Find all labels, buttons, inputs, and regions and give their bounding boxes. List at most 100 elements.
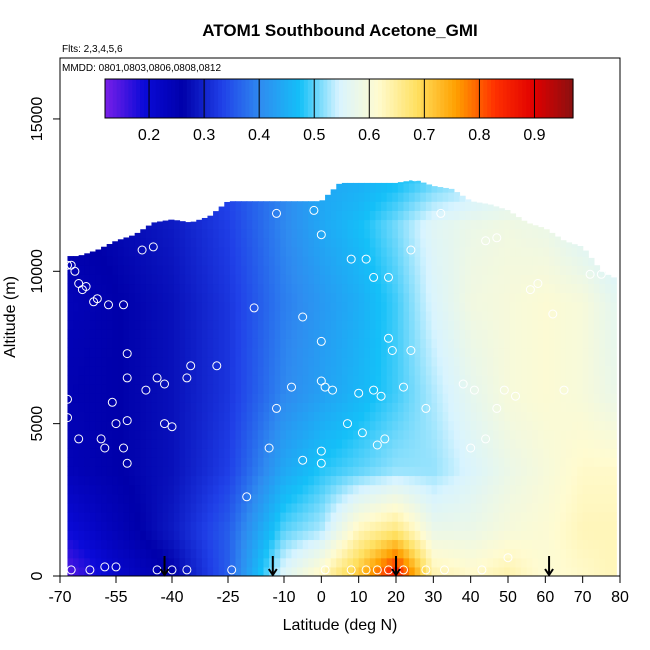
heatmap-cell — [78, 393, 85, 403]
heatmap-cell — [386, 475, 393, 486]
heatmap-cell — [157, 466, 164, 477]
heatmap-cell — [347, 493, 354, 504]
colorbar-swatch — [436, 79, 441, 118]
heatmap-cell — [190, 402, 197, 413]
heatmap-cell — [257, 283, 265, 294]
heatmap-cell — [420, 374, 427, 385]
heatmap-cell — [336, 420, 343, 431]
heatmap-cell — [347, 548, 354, 559]
heatmap-cell — [537, 466, 545, 477]
heatmap-cell — [157, 475, 164, 486]
flight-point — [346, 565, 356, 575]
heatmap-cell — [397, 475, 405, 486]
colorbar-swatch — [206, 79, 211, 118]
heatmap-cell — [470, 429, 477, 440]
heatmap-cell — [481, 530, 489, 541]
heatmap-cell — [78, 512, 85, 522]
heatmap-cell — [67, 393, 74, 403]
heatmap-cell — [504, 521, 511, 531]
heatmap-cell — [325, 512, 332, 522]
heatmap-cell — [549, 237, 556, 248]
heatmap-cell — [593, 338, 601, 349]
heatmap-cell — [112, 484, 119, 495]
heatmap-cell — [201, 566, 209, 576]
heatmap-cell — [291, 402, 298, 413]
heatmap-cell — [560, 320, 567, 330]
heatmap-cell — [386, 557, 393, 568]
heatmap-cell — [162, 320, 169, 330]
heatmap-cell — [381, 182, 388, 193]
heatmap-cell — [269, 256, 276, 266]
heatmap-cell — [190, 221, 197, 230]
heatmap-cell — [106, 502, 113, 513]
heatmap-cell — [599, 530, 606, 541]
heatmap-cell — [605, 512, 612, 522]
heatmap-cell — [196, 301, 203, 312]
heatmap-cell — [235, 402, 242, 413]
heatmap-cell — [229, 429, 237, 440]
heatmap-cell — [599, 484, 606, 495]
heatmap-cell — [403, 457, 410, 467]
heatmap-cell — [487, 448, 494, 458]
heatmap-cell — [554, 256, 561, 266]
heatmap-cell — [537, 347, 545, 358]
heatmap-cell — [560, 310, 567, 321]
heatmap-cell — [554, 429, 561, 440]
heatmap-cell — [487, 347, 494, 358]
heatmap-cell — [414, 420, 421, 431]
colorbar-swatch — [323, 79, 328, 118]
heatmap-cell — [302, 530, 309, 541]
heatmap-cell — [481, 329, 489, 339]
heatmap-cell — [84, 448, 91, 458]
heatmap-cell — [369, 320, 377, 330]
heatmap-cell — [129, 402, 136, 413]
heatmap-cell — [381, 219, 388, 230]
heatmap-cell — [465, 228, 472, 239]
heatmap-cell — [347, 466, 354, 477]
heatmap-cell — [201, 246, 209, 257]
heatmap-cell — [414, 356, 421, 367]
heatmap-cell — [308, 365, 315, 376]
colorbar-tick-label: 0.9 — [523, 127, 545, 144]
heatmap-cell — [168, 402, 175, 413]
heatmap-cell — [190, 365, 197, 376]
heatmap-cell — [235, 310, 242, 321]
heatmap-cell — [537, 265, 545, 275]
heatmap-cell — [302, 374, 309, 385]
heatmap-cell — [302, 512, 309, 522]
heatmap-cell — [392, 484, 399, 495]
heatmap-cell — [532, 393, 539, 403]
flight-point — [511, 391, 520, 401]
heatmap-cell — [112, 365, 119, 376]
heatmap-cell — [397, 210, 405, 221]
heatmap-cell — [369, 228, 377, 239]
heatmap-cell — [358, 365, 365, 376]
heatmap-cell — [465, 274, 472, 285]
heatmap-cell — [257, 219, 265, 230]
heatmap-cell — [420, 283, 427, 294]
heatmap-cell — [257, 320, 265, 330]
heatmap-cell — [543, 365, 550, 376]
heatmap-cell — [308, 246, 315, 257]
heatmap-cell — [369, 192, 377, 202]
heatmap-cell — [84, 548, 91, 559]
heatmap-cell — [543, 411, 550, 422]
colorbar-swatch — [261, 79, 266, 118]
heatmap-cell — [302, 320, 309, 330]
heatmap-cell — [140, 237, 147, 248]
flight-point — [316, 336, 326, 346]
heatmap-cell — [476, 210, 483, 221]
heatmap-cell — [134, 265, 141, 275]
heatmap-cell — [593, 347, 601, 358]
heatmap-cell — [190, 512, 197, 522]
heatmap-cell — [319, 457, 326, 467]
heatmap-cell — [235, 246, 242, 257]
heatmap-cell — [78, 402, 85, 413]
heatmap-cell — [431, 356, 438, 367]
heatmap-cell — [313, 530, 321, 541]
heatmap-cell — [67, 374, 74, 385]
heatmap-cell — [140, 420, 147, 431]
heatmap-cell — [364, 237, 371, 248]
heatmap-cell — [168, 502, 175, 513]
heatmap-cell — [414, 512, 421, 522]
